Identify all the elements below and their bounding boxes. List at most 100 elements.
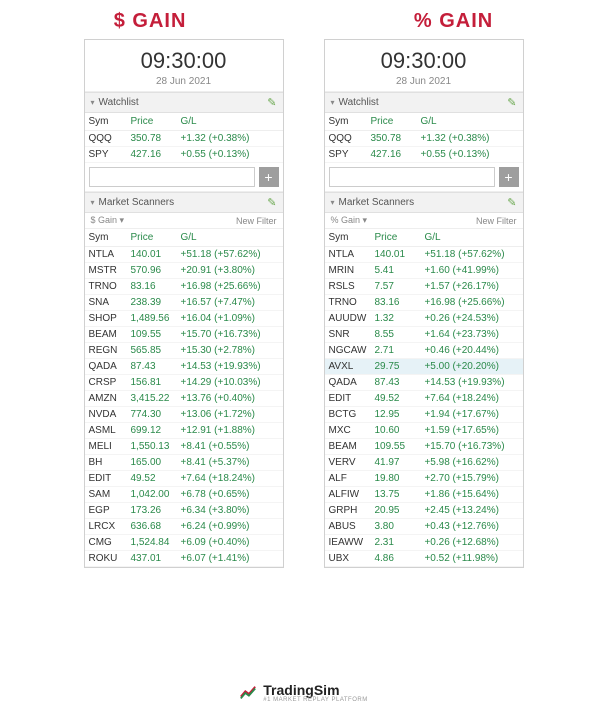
chevron-down-icon: ▾ <box>331 98 335 107</box>
table-row[interactable]: TRNO83.16+16.98 (+25.66%) <box>325 295 523 311</box>
cell-gl: +0.26 (+12.68%) <box>420 535 522 551</box>
cell-gl: +0.43 (+12.76%) <box>420 519 522 535</box>
table-row[interactable]: RSLS7.57+1.57 (+26.17%) <box>325 279 523 295</box>
cell-gl: +7.64 (+18.24%) <box>177 471 283 487</box>
cell-sym: QADA <box>325 375 371 391</box>
table-row[interactable]: ROKU437.01+6.07 (+1.41%) <box>85 551 283 567</box>
cell-price: 1,524.84 <box>127 535 177 551</box>
col-price: Price <box>370 229 420 247</box>
cell-gl: +5.98 (+16.62%) <box>420 455 522 471</box>
scanner-header[interactable]: ▾Market Scanners ✎ <box>85 192 283 213</box>
table-row[interactable]: EDIT49.52+7.64 (+18.24%) <box>325 391 523 407</box>
cell-gl: +15.70 (+16.73%) <box>177 327 283 343</box>
cell-gl: +6.24 (+0.99%) <box>177 519 283 535</box>
cell-price: 1,550.13 <box>127 439 177 455</box>
table-row[interactable]: QQQ350.78+1.32 (+0.38%) <box>325 131 523 147</box>
col-gl: G/L <box>177 229 283 247</box>
table-row[interactable]: ASML699.12+12.91 (+1.88%) <box>85 423 283 439</box>
table-row[interactable]: CMG1,524.84+6.09 (+0.40%) <box>85 535 283 551</box>
add-symbol-button[interactable]: + <box>259 167 279 187</box>
scanner-header[interactable]: ▾Market Scanners ✎ <box>325 192 523 213</box>
cell-sym: EGP <box>85 503 127 519</box>
table-row[interactable]: LRCX636.68+6.24 (+0.99%) <box>85 519 283 535</box>
new-filter-link[interactable]: New Filter <box>236 216 277 226</box>
table-row[interactable]: AVXL29.75+5.00 (+20.20%) <box>325 359 523 375</box>
pencil-icon[interactable]: ✎ <box>507 96 516 109</box>
scanner-table: Sym Price G/L NTLA140.01+51.18 (+57.62%)… <box>85 229 283 567</box>
table-row[interactable]: EDIT49.52+7.64 (+18.24%) <box>85 471 283 487</box>
table-row[interactable]: SPY427.16+0.55 (+0.13%) <box>85 147 283 163</box>
table-row[interactable]: ABUS3.80+0.43 (+12.76%) <box>325 519 523 535</box>
cell-price: 1,042.00 <box>127 487 177 503</box>
clock-time: 09:30:00 <box>85 48 283 74</box>
add-symbol-input[interactable] <box>329 167 495 187</box>
scanner-title: Market Scanners <box>99 197 175 208</box>
cell-sym: BCTG <box>325 407 371 423</box>
table-row[interactable]: EGP173.26+6.34 (+3.80%) <box>85 503 283 519</box>
heading-dollar-gain: $ GAIN <box>114 10 187 33</box>
table-row[interactable]: AMZN3,415.22+13.76 (+0.40%) <box>85 391 283 407</box>
cell-price: 1,489.56 <box>127 311 177 327</box>
table-row[interactable]: SPY427.16+0.55 (+0.13%) <box>325 147 523 163</box>
panel-percent-gain: 09:30:00 28 Jun 2021 ▾Watchlist ✎ Sym Pr… <box>324 39 524 568</box>
new-filter-link[interactable]: New Filter <box>476 216 517 226</box>
table-row[interactable]: SAM1,042.00+6.78 (+0.65%) <box>85 487 283 503</box>
table-row[interactable]: BCTG12.95+1.94 (+17.67%) <box>325 407 523 423</box>
cell-gl: +15.70 (+16.73%) <box>420 439 522 455</box>
cell-sym: SNA <box>85 295 127 311</box>
cell-gl: +51.18 (+57.62%) <box>177 247 283 263</box>
add-symbol-button[interactable]: + <box>499 167 519 187</box>
cell-sym: NGCAW <box>325 343 371 359</box>
logo: TradingSim #1 MARKET REPLAY PLATFORM <box>0 683 607 703</box>
watchlist-table: Sym Price G/L QQQ350.78+1.32 (+0.38%)SPY… <box>325 113 523 163</box>
table-row[interactable]: MXC10.60+1.59 (+17.65%) <box>325 423 523 439</box>
table-row[interactable]: MRIN5.41+1.60 (+41.99%) <box>325 263 523 279</box>
cell-sym: MELI <box>85 439 127 455</box>
table-row[interactable]: GRPH20.95+2.45 (+13.24%) <box>325 503 523 519</box>
table-row[interactable]: BEAM109.55+15.70 (+16.73%) <box>85 327 283 343</box>
table-row[interactable]: QADA87.43+14.53 (+19.93%) <box>325 375 523 391</box>
cell-gl: +1.32 (+0.38%) <box>177 131 283 147</box>
table-row[interactable]: REGN565.85+15.30 (+2.78%) <box>85 343 283 359</box>
table-row[interactable]: MSTR570.96+20.91 (+3.80%) <box>85 263 283 279</box>
table-row[interactable]: ALF19.80+2.70 (+15.79%) <box>325 471 523 487</box>
table-row[interactable]: SNR8.55+1.64 (+23.73%) <box>325 327 523 343</box>
cell-price: 140.01 <box>370 247 420 263</box>
table-row[interactable]: CRSP156.81+14.29 (+10.03%) <box>85 375 283 391</box>
pencil-icon[interactable]: ✎ <box>267 96 276 109</box>
cell-price: 83.16 <box>370 295 420 311</box>
table-row[interactable]: NGCAW2.71+0.46 (+20.44%) <box>325 343 523 359</box>
scanner-filter[interactable]: % Gain ▾ <box>331 215 368 226</box>
cell-gl: +14.29 (+10.03%) <box>177 375 283 391</box>
cell-sym: AUUDW <box>325 311 371 327</box>
pencil-icon[interactable]: ✎ <box>267 196 276 209</box>
scanner-filter[interactable]: $ Gain ▾ <box>91 215 125 226</box>
cell-sym: ASML <box>85 423 127 439</box>
table-row[interactable]: BEAM109.55+15.70 (+16.73%) <box>325 439 523 455</box>
cell-gl: +13.76 (+0.40%) <box>177 391 283 407</box>
table-row[interactable]: UBX4.86+0.52 (+11.98%) <box>325 551 523 567</box>
table-row[interactable]: AUUDW1.32+0.26 (+24.53%) <box>325 311 523 327</box>
cell-gl: +8.41 (+5.37%) <box>177 455 283 471</box>
table-row[interactable]: BH165.00+8.41 (+5.37%) <box>85 455 283 471</box>
table-row[interactable]: NTLA140.01+51.18 (+57.62%) <box>325 247 523 263</box>
cell-gl: +1.60 (+41.99%) <box>420 263 522 279</box>
table-row[interactable]: NTLA140.01+51.18 (+57.62%) <box>85 247 283 263</box>
table-row[interactable]: SNA238.39+16.57 (+7.47%) <box>85 295 283 311</box>
table-row[interactable]: QADA87.43+14.53 (+19.93%) <box>85 359 283 375</box>
watchlist-header[interactable]: ▾Watchlist ✎ <box>325 92 523 113</box>
table-row[interactable]: TRNO83.16+16.98 (+25.66%) <box>85 279 283 295</box>
table-row[interactable]: VERV41.97+5.98 (+16.62%) <box>325 455 523 471</box>
col-price: Price <box>127 113 177 131</box>
table-row[interactable]: IEAWW2.31+0.26 (+12.68%) <box>325 535 523 551</box>
cell-price: 156.81 <box>127 375 177 391</box>
add-symbol-input[interactable] <box>89 167 255 187</box>
cell-sym: SNR <box>325 327 371 343</box>
table-row[interactable]: ALFIW13.75+1.86 (+15.64%) <box>325 487 523 503</box>
pencil-icon[interactable]: ✎ <box>507 196 516 209</box>
table-row[interactable]: SHOP1,489.56+16.04 (+1.09%) <box>85 311 283 327</box>
table-row[interactable]: MELI1,550.13+8.41 (+0.55%) <box>85 439 283 455</box>
table-row[interactable]: NVDA774.30+13.06 (+1.72%) <box>85 407 283 423</box>
table-row[interactable]: QQQ350.78+1.32 (+0.38%) <box>85 131 283 147</box>
watchlist-header[interactable]: ▾Watchlist ✎ <box>85 92 283 113</box>
